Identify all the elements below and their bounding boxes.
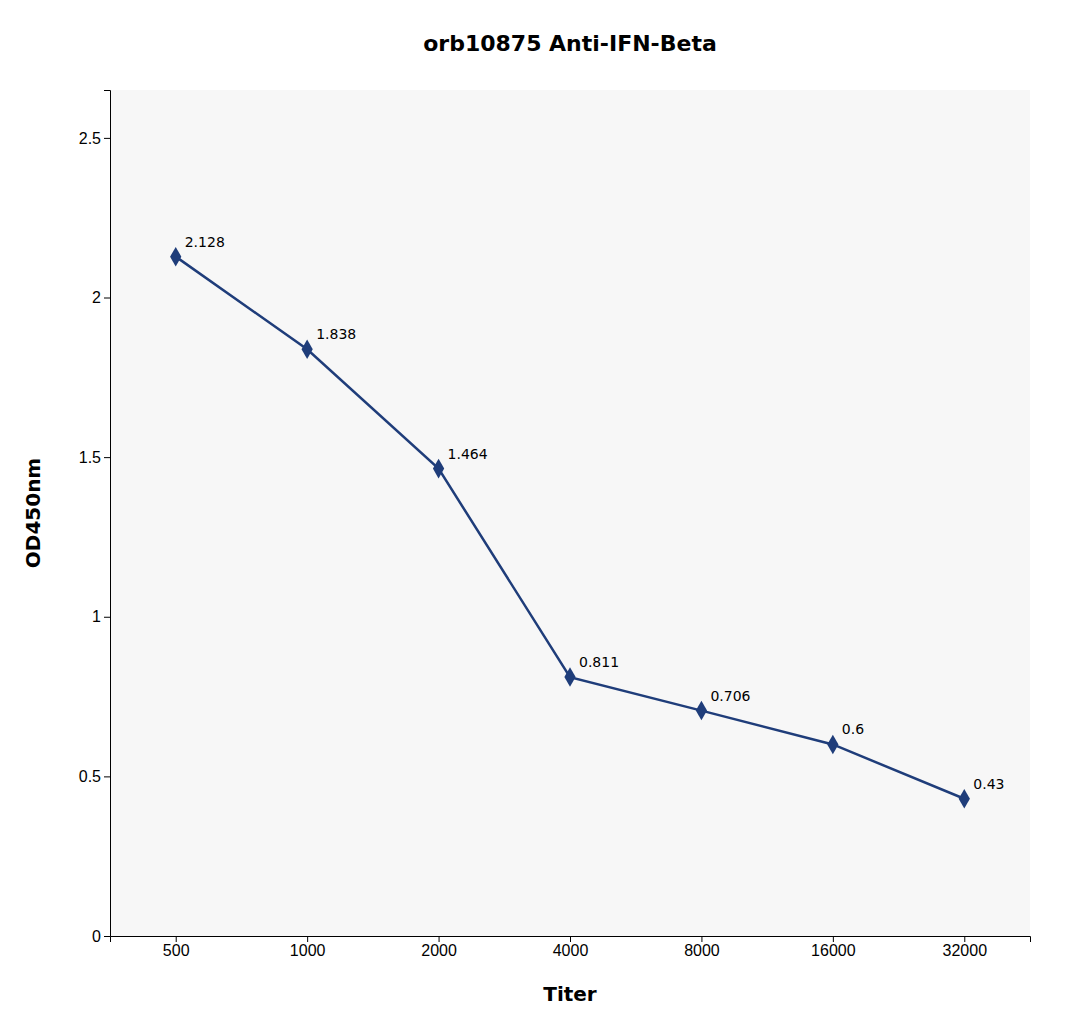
y-tick: 1.5 (79, 449, 110, 466)
x-tick: 2000 (421, 936, 457, 959)
data-label: 0.811 (579, 654, 619, 670)
x-tick-mark (833, 936, 834, 942)
series (170, 247, 970, 809)
chart: 500 1000 2000 4000 8000 16000 32000 0 0.5 1 1.5 2 2.… (0, 0, 1080, 1036)
x-tick-mark (570, 936, 571, 942)
x-tick-mark (701, 936, 702, 942)
x-tick: 500 (163, 936, 190, 959)
y-tick: 2.5 (79, 130, 110, 147)
x-tick-label: 8000 (684, 942, 720, 959)
y-axis: 0 0.5 1 1.5 2 2.5 (79, 91, 111, 945)
marker (959, 789, 970, 809)
marker (433, 459, 444, 479)
x-tick: 16000 (811, 936, 856, 959)
x-axis-title: Titer (543, 982, 597, 1006)
x-tick-mark (176, 936, 177, 942)
x-tick: 4000 (553, 936, 589, 959)
x-tick-label: 2000 (421, 942, 457, 959)
data-label: 0.706 (710, 688, 750, 704)
y-tick: 0.5 (79, 768, 110, 785)
y-tick: 1 (92, 608, 110, 625)
y-tick-mark (104, 138, 110, 139)
y-tick-mark (104, 776, 110, 777)
x-axis: 500 1000 2000 4000 8000 16000 32000 (111, 936, 1031, 959)
y-tick: 2 (92, 289, 110, 306)
data-label: 2.128 (185, 234, 225, 250)
plot: 500 1000 2000 4000 8000 16000 32000 0 0.5 1 1.5 2 2.… (79, 90, 1031, 959)
y-tick-label: 2 (92, 289, 101, 306)
y-tick-label: 0.5 (79, 768, 101, 785)
data-label: 0.43 (973, 776, 1004, 792)
y-tick-label: 0 (92, 928, 101, 945)
y-tick-label: 1 (92, 608, 101, 625)
marker (302, 339, 313, 359)
marker (696, 701, 707, 721)
title: orb10875 Anti-IFN-Beta (423, 31, 717, 56)
x-tick: 1000 (290, 936, 326, 959)
data-labels: 2.128 1.838 1.464 0.811 0.706 0.6 0.43 (185, 234, 1005, 792)
x-tick-label: 1000 (290, 942, 326, 959)
y-tick-label: 2.5 (79, 130, 101, 147)
y-tick-mark (104, 617, 110, 618)
data-label: 0.6 (842, 721, 864, 737)
x-tick-label: 32000 (943, 942, 988, 959)
x-tick: 8000 (684, 936, 720, 959)
data-label: 1.464 (448, 446, 488, 462)
marker (827, 735, 838, 755)
y-tick-mark (104, 936, 110, 937)
x-axis-line (111, 937, 1031, 943)
y-tick-mark (104, 298, 110, 299)
x-tick-mark (439, 936, 440, 942)
x-tick: 32000 (943, 936, 988, 959)
x-tick-mark (307, 936, 308, 942)
line (176, 257, 965, 799)
marker (564, 667, 575, 687)
x-tick-label: 4000 (553, 942, 589, 959)
plot-background (110, 90, 1030, 936)
y-tick: 0 (92, 928, 110, 945)
data-label: 1.838 (316, 326, 356, 342)
y-tick-label: 1.5 (79, 449, 101, 466)
x-tick-mark (964, 936, 965, 942)
y-tick-mark (104, 457, 110, 458)
x-tick-label: 500 (163, 942, 190, 959)
marker (170, 247, 181, 267)
y-axis-line (104, 91, 111, 937)
x-tick-label: 16000 (811, 942, 856, 959)
y-axis-title: OD450nm (21, 458, 45, 568)
